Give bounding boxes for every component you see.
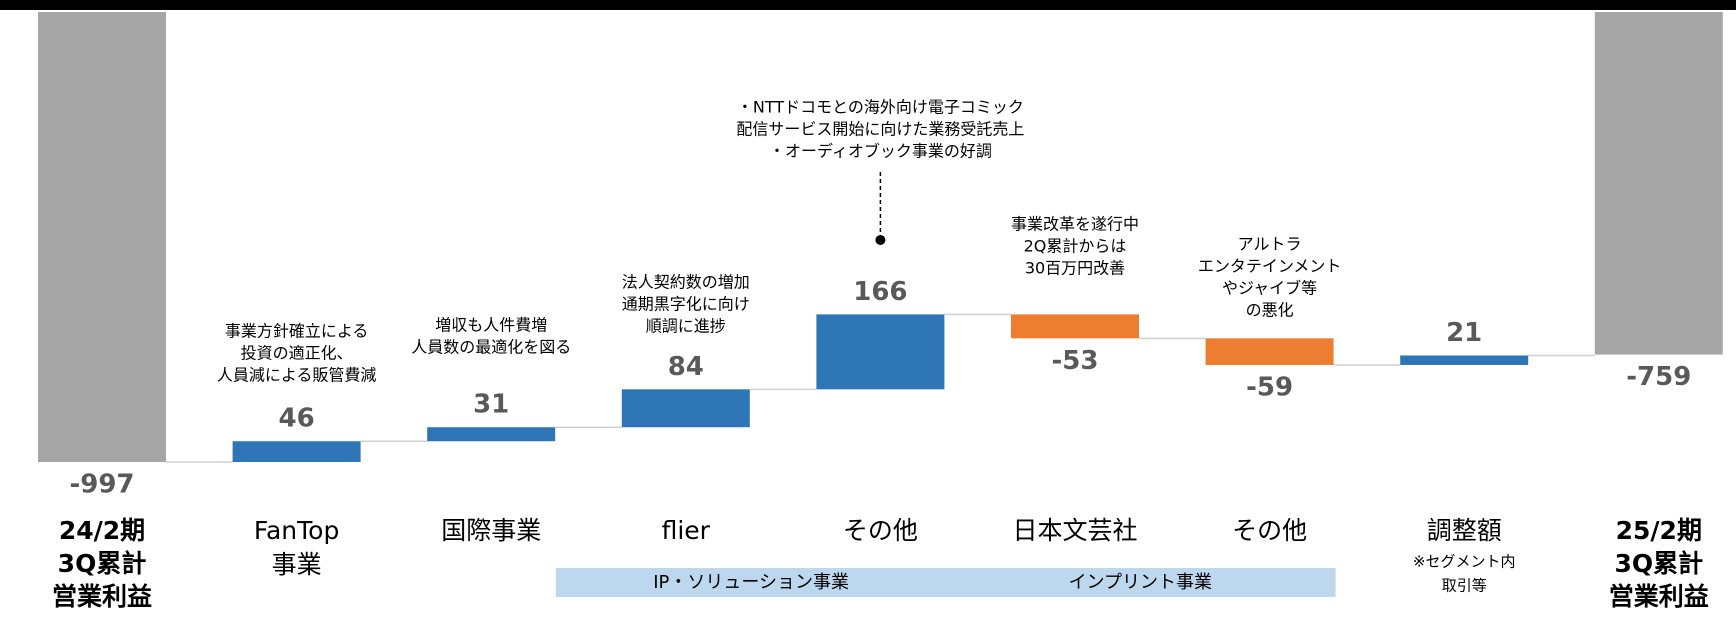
annotation: ・NTTドコモとの海外向け電子コミック — [737, 98, 1024, 117]
category-label: FanTop — [254, 516, 339, 545]
bar — [427, 427, 556, 442]
value-label: 31 — [473, 390, 509, 420]
annotation: 順調に進捗 — [646, 317, 726, 336]
category-label: その他 — [843, 516, 918, 545]
annotation: 事業方針確立による — [225, 322, 369, 341]
annotation: 30百万円改善 — [1025, 259, 1125, 278]
category-label: 国際事業 — [441, 516, 541, 545]
annotation: 人員数の最適化を図る — [411, 338, 571, 357]
value-label: 21 — [1446, 318, 1482, 348]
category-label: 営業利益 — [52, 582, 152, 611]
category-label: 25/2期 — [1616, 516, 1702, 545]
bar — [1594, 12, 1723, 355]
group-label: IP・ソリューション事業 — [653, 572, 849, 593]
value-label: 166 — [853, 277, 907, 307]
bar — [1400, 355, 1529, 365]
top-rule — [0, 0, 1736, 10]
annotation: エンタテインメント — [1198, 257, 1342, 276]
category-label: 3Q累計 — [1614, 549, 1703, 578]
category-label: flier — [662, 516, 711, 545]
bar — [1205, 338, 1334, 365]
category-label: 3Q累計 — [58, 549, 147, 578]
annotation: 増収も人件費増 — [435, 316, 547, 335]
value-label: -59 — [1246, 372, 1293, 402]
category-label: 日本文芸社 — [1012, 516, 1137, 545]
value-label: -53 — [1052, 346, 1099, 376]
annotation: 2Q累計からは — [1024, 237, 1127, 256]
category-label: その他 — [1232, 516, 1307, 545]
bar — [1011, 314, 1139, 339]
category-label: 事業 — [272, 550, 322, 579]
annotation: 配信サービス開始に向けた業務受託売上 — [736, 120, 1024, 139]
annotation: 投資の適正化、 — [241, 344, 353, 363]
annotation: アルトラ — [1238, 235, 1302, 254]
category-note: 取引等 — [1442, 577, 1487, 595]
annotation: 人員減による販管費減 — [217, 366, 377, 385]
value-label: -997 — [69, 470, 134, 500]
annotation: 事業改革を遂行中 — [1011, 215, 1139, 234]
annotation-dot — [875, 235, 886, 245]
bar — [816, 314, 945, 390]
group-box — [555, 568, 947, 597]
value-label: 46 — [279, 404, 315, 434]
annotation: ・オーディオブック事業の好調 — [769, 142, 992, 161]
annotation: の悪化 — [1246, 301, 1294, 320]
annotation: 法人契約数の増加 — [622, 273, 750, 292]
bar — [38, 12, 166, 462]
value-label: 84 — [668, 352, 704, 382]
bar — [621, 389, 750, 428]
category-note: ※セグメント内 — [1413, 553, 1516, 571]
value-label: -759 — [1626, 362, 1691, 392]
category-label: 営業利益 — [1609, 582, 1709, 611]
category-label: 調整額 — [1427, 516, 1502, 545]
annotation: 通期黒字化に向け — [622, 295, 750, 314]
bar — [232, 441, 361, 462]
group-box — [945, 568, 1336, 597]
group-label: インプリント事業 — [1069, 572, 1212, 593]
category-label: 24/2期 — [59, 516, 145, 545]
annotation: やジャイブ等 — [1222, 279, 1317, 298]
